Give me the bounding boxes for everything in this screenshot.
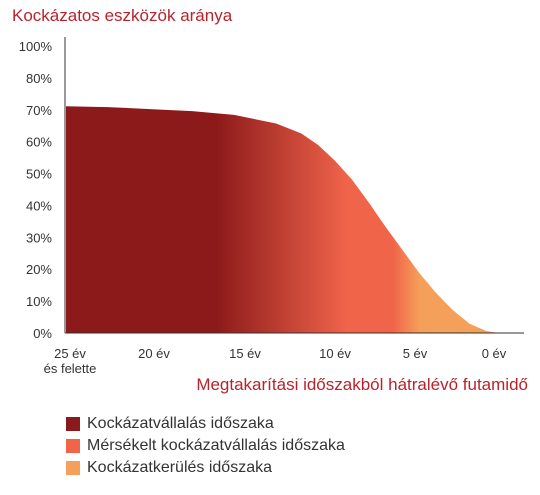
chart-title: Kockázatos eszközök aránya [12,6,233,25]
legend-label: Kockázatkerülés időszaka [87,459,272,476]
x-tick-label: 5 év [403,346,428,361]
legend-swatch [66,439,80,453]
legend-label: Mérsékelt kockázatvállalás időszaka [87,437,345,454]
x-tick-label: 25 év [54,346,86,361]
y-tick-label: 50% [26,167,52,182]
legend-swatch [66,417,80,431]
x-axis-label: Megtakarítási időszakból hátralévő futam… [196,375,528,394]
x-tick-label: 0 év [482,346,507,361]
x-tick-sublabel: és felette [44,361,97,376]
y-tick-label: 100% [19,39,53,54]
x-tick-label: 20 év [138,346,170,361]
legend-item-risk-avoidance: Kockázatkerülés időszaka [66,457,345,479]
y-tick-label: 20% [26,262,52,277]
y-tick-label: 60% [26,135,52,150]
y-tick-label: 0% [33,326,52,341]
x-tick-label: 15 év [229,346,261,361]
x-tick-label: 10 év [319,346,351,361]
y-tick-label: 30% [26,230,52,245]
y-tick-label: 40% [26,198,52,213]
risky-asset-area [66,106,520,333]
y-tick-label: 10% [26,294,52,309]
legend: Kockázatvállalás időszaka Mérsékelt kock… [66,413,345,479]
y-tick-label: 80% [26,71,52,86]
y-tick-label: 70% [26,103,52,118]
legend-item-risk-taking: Kockázatvállalás időszaka [66,413,345,435]
legend-swatch [66,461,80,475]
legend-item-moderate-risk: Mérsékelt kockázatvállalás időszaka [66,435,345,457]
legend-label: Kockázatvállalás időszaka [87,415,274,432]
